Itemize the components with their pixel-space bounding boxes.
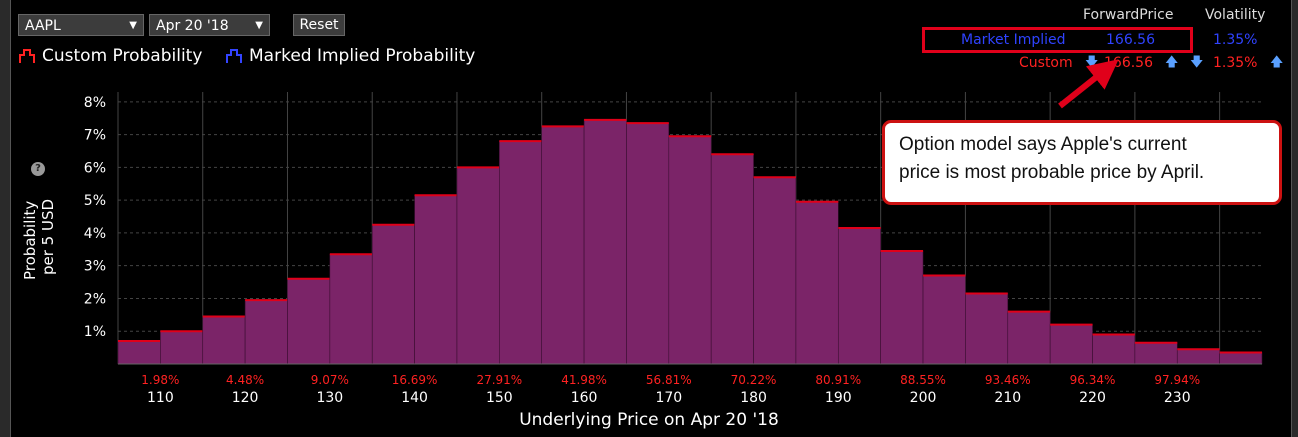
x-tick-label: 220 [1079, 390, 1106, 406]
probability-bar[interactable] [1007, 311, 1051, 365]
probability-bar[interactable] [371, 224, 415, 365]
cumulative-label: 41.98% [561, 373, 607, 387]
market-forward-value: 166.56 [1106, 32, 1155, 48]
cumulative-label: 27.91% [476, 373, 522, 387]
x-tick-label: 200 [910, 390, 937, 406]
col-volatility: Volatility [1205, 7, 1266, 23]
callout-line1: Option model says Apple's current [899, 134, 1187, 155]
y-tick-label: 3% [84, 259, 106, 275]
vol-down-icon[interactable]: 🡇 [1190, 55, 1204, 70]
x-tick-label: 170 [655, 390, 682, 406]
legend-marked[interactable]: Marked Implied Probability [225, 46, 475, 66]
cumulative-label: 56.81% [646, 373, 692, 387]
chevron-down-icon: ▼ [255, 20, 263, 31]
custom-label: Custom [1019, 55, 1073, 71]
probability-bar[interactable] [795, 201, 839, 365]
market-implied-label: Market Implied [961, 32, 1066, 48]
y-tick-label: 5% [84, 193, 106, 209]
y-tick-label: 7% [84, 128, 106, 144]
y-tick-label: 6% [84, 160, 106, 176]
x-tick-label: 160 [571, 390, 598, 406]
callout-arrow [1058, 59, 1119, 109]
window-frame-right [1291, 0, 1298, 437]
x-axis-title: Underlying Price on Apr 20 '18 [519, 410, 779, 430]
probability-bar[interactable] [117, 340, 161, 365]
cumulative-label: 4.48% [226, 373, 264, 387]
probability-bar[interactable] [1219, 352, 1263, 365]
legend-marked-label: Marked Implied Probability [249, 46, 476, 66]
probability-bar[interactable] [244, 299, 288, 365]
cumulative-label: 96.34% [1070, 373, 1116, 387]
probability-bar[interactable] [202, 316, 246, 365]
ticker-value: AAPL [25, 18, 61, 34]
expiry-select[interactable]: Apr 20 '18 ▼ [149, 14, 270, 36]
probability-bar[interactable] [965, 293, 1009, 365]
x-tick-label: 130 [316, 390, 343, 406]
legend-custom-label: Custom Probability [42, 46, 203, 66]
vol-up-icon[interactable]: 🡅 [1270, 55, 1284, 70]
probability-bar[interactable] [668, 135, 712, 365]
probability-bar[interactable] [880, 250, 924, 365]
probability-bar[interactable] [160, 330, 204, 365]
probability-bar[interactable] [287, 278, 331, 365]
reset-button[interactable]: Reset [293, 14, 345, 36]
y-tick-label: 4% [84, 226, 106, 242]
marked-bar-icon [226, 49, 242, 63]
probability-bar[interactable] [1176, 348, 1220, 365]
probability-bar[interactable] [753, 176, 797, 365]
probability-bar[interactable] [499, 140, 543, 365]
x-tick-label: 180 [740, 390, 767, 406]
forward-up-icon[interactable]: 🡅 [1165, 55, 1179, 70]
cumulative-label: 16.69% [392, 373, 438, 387]
x-tick-label: 190 [825, 390, 852, 406]
probability-bar[interactable] [329, 253, 373, 365]
probability-bar[interactable] [1134, 342, 1178, 365]
probability-bar[interactable] [922, 275, 966, 365]
cumulative-label: 9.07% [311, 373, 349, 387]
x-tick-label: 110 [147, 390, 174, 406]
x-tick-label: 140 [401, 390, 428, 406]
probability-bar[interactable] [583, 119, 627, 365]
probability-bar[interactable] [626, 122, 670, 365]
x-tick-label: 150 [486, 390, 513, 406]
market-vol-value: 1.35% [1213, 32, 1258, 48]
market-implied-highlight [922, 27, 1193, 53]
x-tick-label: 120 [232, 390, 259, 406]
probability-bar[interactable] [456, 167, 500, 365]
legend-custom[interactable]: Custom Probability [18, 46, 202, 66]
window-frame-left [0, 0, 11, 437]
expiry-value: Apr 20 '18 [156, 18, 229, 34]
y-tick-label: 2% [84, 291, 106, 307]
x-tick-label: 210 [994, 390, 1021, 406]
y-tick-label: 8% [84, 95, 106, 111]
probability-bar[interactable] [710, 153, 754, 365]
probability-bar[interactable] [1092, 334, 1136, 365]
cumulative-label: 93.46% [985, 373, 1031, 387]
callout-line2: price is most probable price by April. [899, 162, 1205, 183]
probability-bar[interactable] [414, 194, 458, 365]
x-tick-label: 230 [1164, 390, 1191, 406]
cumulative-label: 80.91% [815, 373, 861, 387]
cumulative-label: 88.55% [900, 373, 946, 387]
custom-bar-icon [19, 49, 35, 63]
cumulative-label: 1.98% [141, 373, 179, 387]
cumulative-label: 70.22% [731, 373, 777, 387]
custom-vol-value[interactable]: 1.35% [1213, 55, 1258, 71]
y-tick-label: 1% [84, 324, 106, 340]
chevron-down-icon: ▼ [129, 20, 137, 31]
annotation-callout: Option model says Apple's current price … [882, 120, 1282, 205]
probability-bar[interactable] [837, 227, 881, 365]
col-forward-price: ForwardPrice [1083, 7, 1174, 23]
cumulative-label: 97.94% [1154, 373, 1200, 387]
help-icon[interactable]: ? [31, 162, 45, 176]
probability-bar[interactable] [541, 126, 585, 365]
ticker-select[interactable]: AAPL ▼ [18, 14, 144, 36]
probability-bar[interactable] [1049, 324, 1093, 365]
